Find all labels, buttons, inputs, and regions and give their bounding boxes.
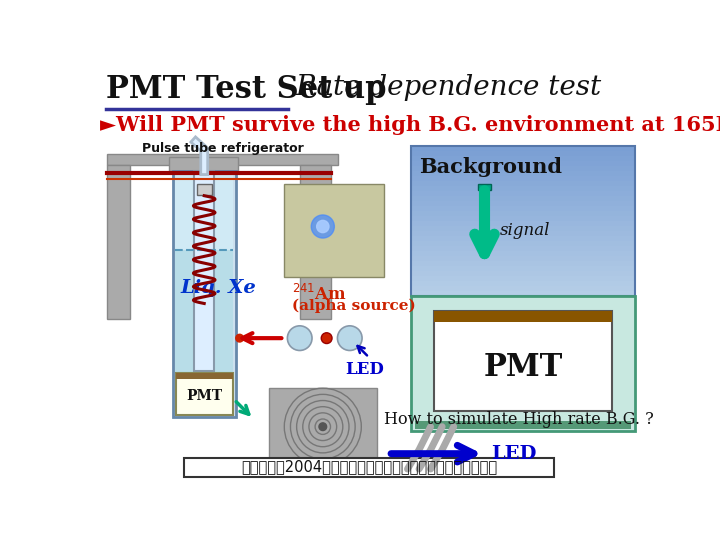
Bar bbox=[411, 191, 634, 197]
Bar bbox=[478, 184, 490, 190]
Bar bbox=[175, 249, 233, 415]
Bar bbox=[411, 201, 634, 206]
Circle shape bbox=[321, 333, 332, 343]
Circle shape bbox=[319, 423, 327, 430]
Bar bbox=[411, 151, 634, 157]
Text: signal: signal bbox=[500, 222, 550, 239]
Bar bbox=[284, 184, 384, 276]
Bar bbox=[411, 206, 634, 212]
Bar bbox=[411, 146, 634, 151]
Text: Liq. Xe: Liq. Xe bbox=[180, 279, 256, 297]
Text: ►Will PMT survive the high B.G. environment at 165K?: ►Will PMT survive the high B.G. environm… bbox=[99, 115, 720, 135]
Bar bbox=[411, 251, 634, 256]
Bar bbox=[107, 165, 130, 319]
Circle shape bbox=[287, 326, 312, 350]
Bar bbox=[415, 421, 631, 429]
Circle shape bbox=[317, 220, 329, 233]
Bar bbox=[411, 161, 634, 166]
Bar bbox=[411, 156, 634, 161]
Bar bbox=[168, 157, 238, 171]
Text: $^{241}$Am: $^{241}$Am bbox=[292, 284, 347, 305]
Bar bbox=[411, 281, 634, 287]
Bar bbox=[411, 181, 634, 186]
Bar bbox=[411, 166, 634, 171]
Text: Background: Background bbox=[419, 157, 562, 177]
Bar bbox=[411, 226, 634, 232]
Bar bbox=[176, 373, 233, 415]
Bar bbox=[411, 266, 634, 272]
Bar bbox=[411, 195, 634, 201]
Bar bbox=[411, 246, 634, 252]
Bar bbox=[411, 276, 634, 281]
Bar bbox=[300, 165, 330, 319]
Text: Rate dependence test: Rate dependence test bbox=[296, 74, 602, 101]
Bar bbox=[411, 286, 634, 292]
Bar bbox=[184, 457, 554, 477]
Bar bbox=[411, 231, 634, 237]
Bar bbox=[434, 311, 611, 322]
Bar bbox=[411, 256, 634, 261]
Bar bbox=[411, 296, 634, 430]
Circle shape bbox=[311, 215, 334, 238]
Bar bbox=[411, 236, 634, 241]
Text: PMT: PMT bbox=[483, 352, 563, 383]
Bar bbox=[107, 154, 338, 165]
Bar bbox=[411, 146, 634, 296]
Bar bbox=[411, 171, 634, 177]
Bar bbox=[173, 171, 235, 417]
Circle shape bbox=[338, 326, 362, 350]
Bar bbox=[411, 176, 634, 181]
Bar bbox=[411, 186, 634, 192]
Bar bbox=[269, 388, 377, 473]
Bar bbox=[411, 215, 634, 221]
Bar bbox=[194, 171, 215, 372]
Bar bbox=[411, 291, 634, 296]
Bar bbox=[411, 221, 634, 226]
Text: PMT: PMT bbox=[186, 389, 222, 403]
Text: 久松康子　2004年度低温工学・超伝導学会　＠八戸工業大学: 久松康子 2004年度低温工学・超伝導学会 ＠八戸工業大学 bbox=[241, 459, 497, 474]
Bar bbox=[434, 311, 611, 411]
Text: LED: LED bbox=[346, 361, 384, 378]
Bar bbox=[175, 173, 233, 249]
Circle shape bbox=[235, 334, 243, 342]
Text: How to simulate High rate B.G. ?: How to simulate High rate B.G. ? bbox=[384, 411, 654, 428]
Bar bbox=[176, 373, 233, 379]
Bar bbox=[197, 184, 212, 195]
Bar bbox=[411, 211, 634, 217]
Bar bbox=[411, 261, 634, 267]
Bar bbox=[411, 241, 634, 247]
Text: (alpha source): (alpha source) bbox=[292, 298, 415, 313]
Text: LED: LED bbox=[490, 444, 536, 463]
Text: Pulse tube refrigerator: Pulse tube refrigerator bbox=[142, 142, 304, 155]
Text: PMT Test Set up: PMT Test Set up bbox=[106, 74, 386, 105]
Bar bbox=[411, 271, 634, 276]
